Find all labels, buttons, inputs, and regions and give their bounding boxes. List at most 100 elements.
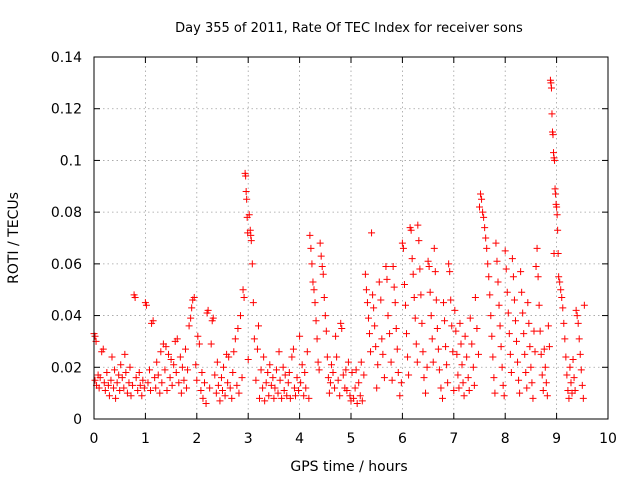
data-point: [428, 335, 436, 343]
data-point: [470, 381, 478, 389]
data-point: [531, 348, 539, 356]
data-point: [370, 304, 378, 312]
data-point: [356, 392, 364, 400]
data-point: [458, 361, 466, 369]
data-point: [219, 387, 226, 395]
data-point: [408, 255, 416, 263]
data-point: [352, 366, 360, 374]
data-point: [464, 374, 472, 382]
data-point: [456, 319, 464, 327]
data-point: [543, 392, 551, 400]
data-point: [547, 79, 555, 87]
data-point: [468, 340, 476, 348]
data-point: [193, 376, 201, 384]
data-point: [296, 332, 304, 340]
data-point: [497, 343, 505, 351]
data-point: [450, 387, 458, 395]
data-point: [504, 309, 512, 317]
x-tick-label: 10: [599, 431, 617, 447]
data-point: [517, 268, 525, 276]
data-point: [173, 335, 181, 343]
data-point: [445, 260, 453, 268]
data-point: [491, 389, 499, 397]
data-point: [329, 368, 337, 376]
data-point: [342, 366, 350, 374]
data-point: [570, 374, 578, 382]
data-point: [291, 392, 299, 400]
data-point: [265, 392, 273, 400]
data-point: [413, 358, 421, 366]
data-point: [198, 368, 206, 376]
data-point: [256, 394, 264, 402]
data-point: [113, 379, 121, 387]
x-tick-label: 0: [90, 431, 99, 447]
data-point: [373, 384, 381, 392]
data-point: [332, 332, 340, 340]
data-point: [419, 348, 427, 356]
data-point: [396, 392, 404, 400]
data-point: [532, 262, 540, 270]
y-tick-label: 0.06: [51, 257, 82, 273]
data-point: [405, 371, 413, 379]
data-point: [163, 387, 171, 395]
data-point: [274, 389, 282, 397]
data-point: [371, 322, 379, 330]
data-point: [461, 332, 469, 340]
data-point: [176, 353, 184, 361]
data-point: [308, 260, 316, 268]
data-point: [281, 371, 289, 379]
data-point: [493, 257, 501, 265]
data-point: [499, 381, 507, 389]
data-point: [565, 394, 573, 402]
data-point: [131, 293, 139, 301]
data-point: [111, 366, 119, 374]
data-point: [434, 345, 442, 353]
data-point: [435, 366, 443, 374]
data-point: [553, 211, 561, 219]
data-point: [451, 306, 459, 314]
data-point: [275, 348, 283, 356]
data-point: [466, 314, 474, 322]
data-point: [217, 374, 225, 382]
data-point: [555, 273, 563, 281]
y-tick-label: 0.04: [51, 309, 82, 325]
y-tick-label: 0.14: [51, 50, 82, 66]
data-point: [551, 156, 559, 164]
data-point: [384, 312, 392, 320]
data-point: [316, 239, 324, 247]
data-point: [136, 381, 144, 389]
data-point: [257, 366, 265, 374]
data-point: [535, 301, 543, 309]
data-point: [224, 379, 232, 387]
data-point: [519, 309, 527, 317]
data-point: [447, 296, 455, 304]
data-point: [420, 374, 428, 382]
x-tick-label: 4: [295, 431, 304, 447]
data-point: [416, 265, 424, 273]
data-point: [248, 260, 256, 268]
data-point: [270, 394, 278, 402]
data-point: [412, 340, 420, 348]
data-point: [269, 374, 277, 382]
data-point: [524, 299, 532, 307]
data-point: [566, 363, 574, 371]
data-point: [213, 358, 221, 366]
data-point: [242, 187, 250, 195]
data-point: [190, 293, 198, 301]
data-point: [333, 353, 341, 361]
data-point: [498, 363, 506, 371]
data-point: [221, 392, 229, 400]
data-point: [346, 392, 354, 400]
x-axis-label: GPS time / hours: [290, 459, 407, 475]
data-point: [539, 387, 547, 395]
data-point: [135, 368, 143, 376]
data-point: [375, 278, 383, 286]
data-point: [513, 337, 521, 345]
data-point: [577, 366, 585, 374]
data-point: [423, 363, 431, 371]
data-point: [290, 384, 298, 392]
data-point: [351, 384, 359, 392]
data-point: [167, 356, 175, 364]
data-point: [364, 314, 372, 322]
data-point: [476, 203, 483, 211]
